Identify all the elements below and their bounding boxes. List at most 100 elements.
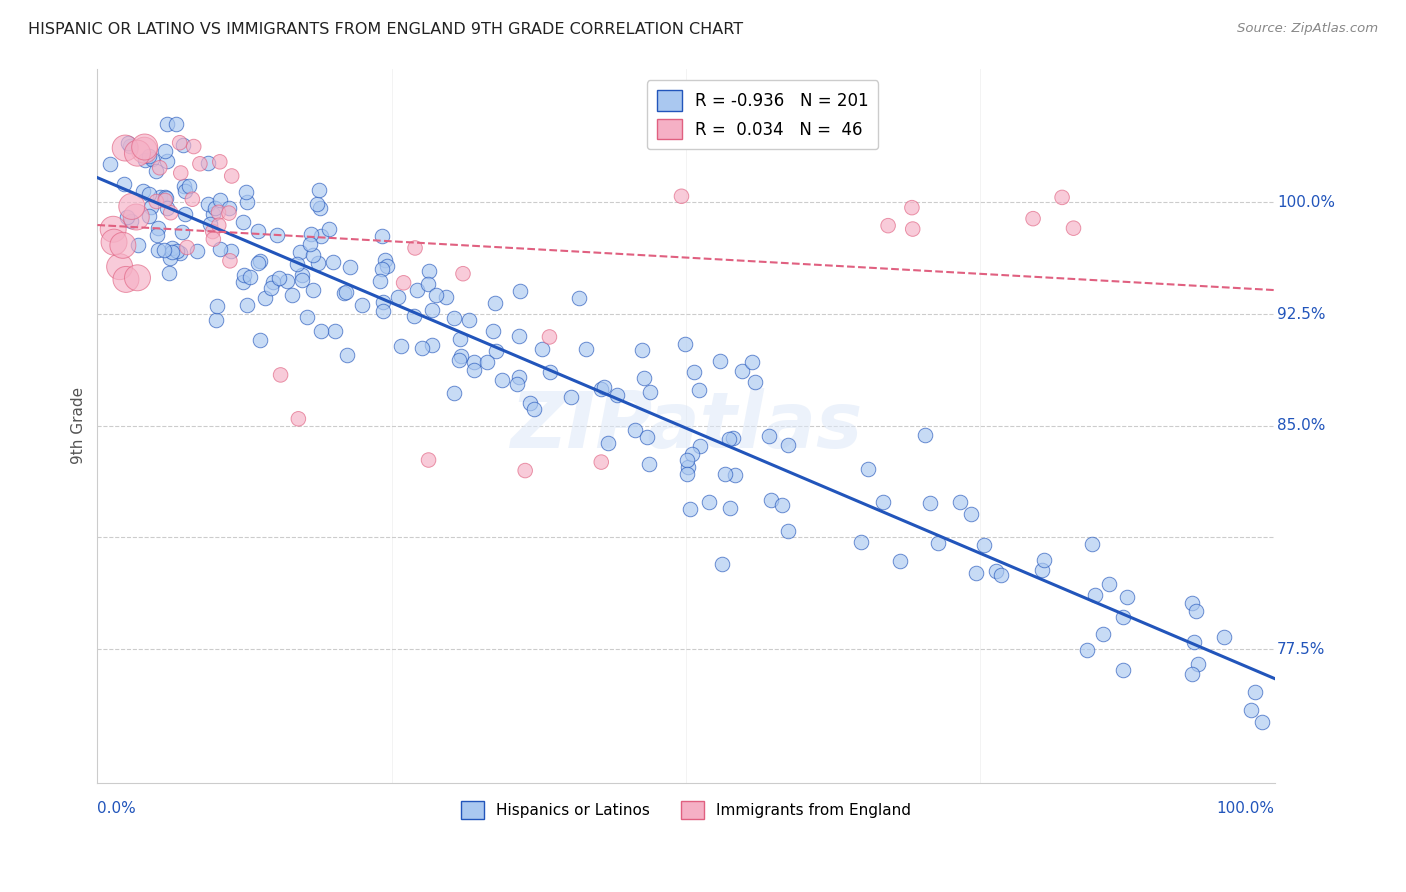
Point [145,227,167,242]
Point [1181,596,1204,610]
Point [450,349,472,363]
Point [1112,663,1135,677]
Point [153,189,176,203]
Point [232,275,254,289]
Point [169,136,191,150]
Point [477,355,499,369]
Point [148,220,170,235]
Point [249,254,271,268]
Point [125,210,148,224]
Point [236,194,259,209]
Point [308,202,330,216]
Point [965,566,987,580]
Point [207,205,229,219]
Point [633,370,655,384]
Point [741,354,763,368]
Point [1081,537,1104,551]
Point [1022,211,1045,226]
Point [591,455,613,469]
Point [759,492,782,507]
Point [491,373,513,387]
Point [299,227,322,241]
Point [375,260,398,274]
Point [418,277,440,291]
Point [679,501,702,516]
Point [333,286,356,301]
Point [406,284,429,298]
Point [236,298,259,312]
Point [115,272,138,286]
Point [262,275,284,289]
Point [287,412,309,426]
Point [523,402,546,417]
Point [155,191,177,205]
Point [232,268,254,282]
Point [120,214,142,228]
Point [568,291,591,305]
Point [434,290,457,304]
Point [1240,703,1263,717]
Point [463,354,485,368]
Point [731,364,754,378]
Point [718,500,741,515]
Point [1181,666,1204,681]
Point [162,241,184,255]
Point [425,287,447,301]
Point [323,324,346,338]
Point [127,146,149,161]
Point [1063,221,1085,235]
Point [530,342,553,356]
Point [509,284,531,298]
Point [849,534,872,549]
Point [118,139,141,153]
Point [174,184,197,198]
Point [134,143,156,157]
Point [285,257,308,271]
Point [592,380,614,394]
Text: 85.0%: 85.0% [1277,418,1326,434]
Point [138,149,160,163]
Point [176,240,198,254]
Point [159,205,181,219]
Point [676,467,699,482]
Point [127,270,149,285]
Point [718,432,741,446]
Point [709,354,731,368]
Point [538,330,561,344]
Point [208,194,231,208]
Point [901,201,924,215]
Point [451,267,474,281]
Point [624,423,647,437]
Point [422,302,444,317]
Point [538,365,561,379]
Point [877,219,900,233]
Point [202,207,225,221]
Point [418,264,440,278]
Point [117,136,139,150]
Point [918,496,941,510]
Point [202,232,225,246]
Point [160,244,183,259]
Point [309,324,332,338]
Point [249,333,271,347]
Point [683,365,706,379]
Point [758,429,780,443]
Point [1251,714,1274,729]
Point [973,538,995,552]
Point [232,214,254,228]
Point [276,274,298,288]
Point [149,161,172,175]
Point [157,267,180,281]
Point [370,229,392,244]
Point [1116,590,1139,604]
Point [339,260,361,274]
Point [638,384,661,399]
Point [183,139,205,153]
Point [308,183,330,197]
Point [218,201,240,215]
Point [949,495,972,509]
Point [1076,643,1098,657]
Point [515,464,537,478]
Text: 0.0%: 0.0% [97,801,136,816]
Point [156,202,179,216]
